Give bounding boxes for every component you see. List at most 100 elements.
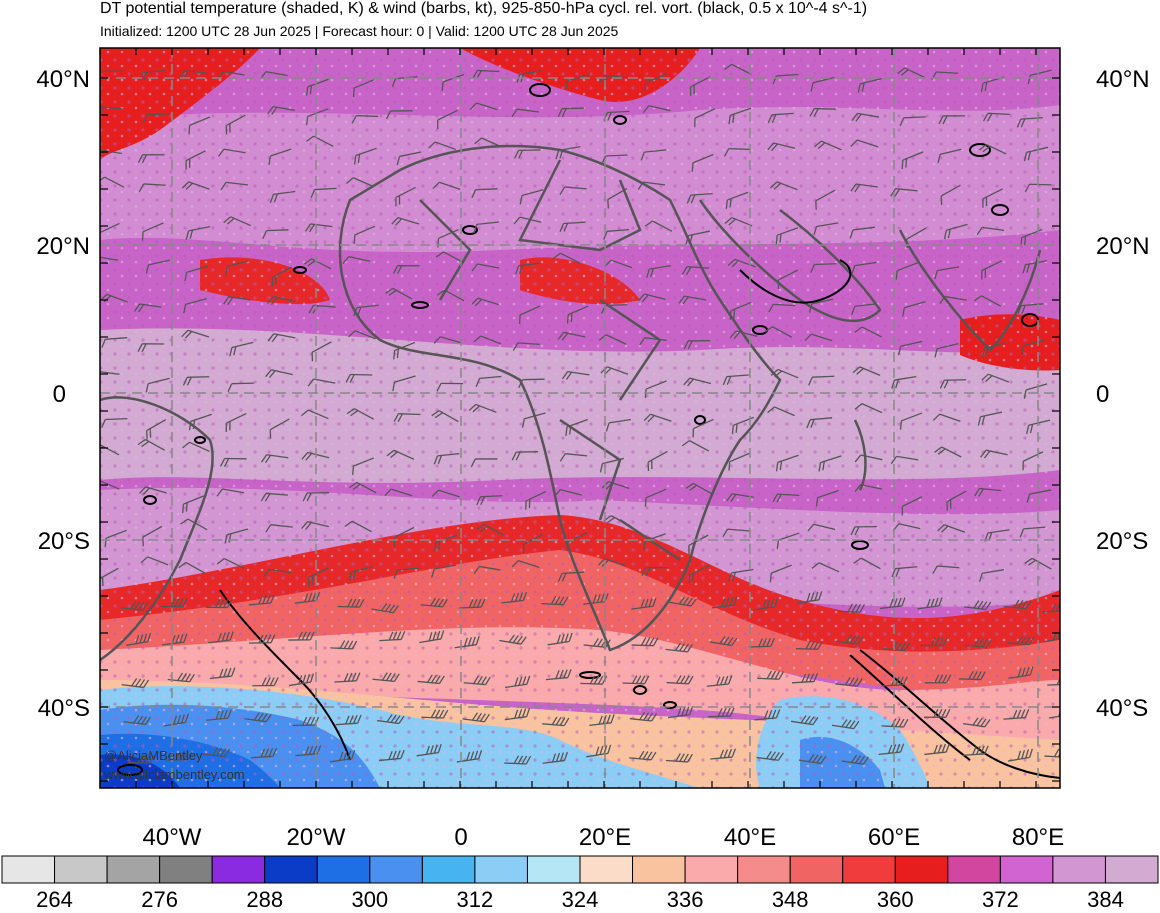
- wind-barb: [519, 305, 541, 324]
- wind-barb: [371, 603, 400, 614]
- wind-barb: [807, 523, 836, 532]
- wind-barb: [976, 226, 1005, 236]
- wind-barb: [811, 562, 840, 573]
- wind-barb: [301, 451, 330, 461]
- wind-barb: [181, 329, 210, 339]
- wind-barb: [978, 143, 1007, 155]
- colorbar-swatch: [369, 855, 423, 884]
- wind-barb: [416, 743, 442, 757]
- wind-barb: [775, 454, 799, 472]
- wind-barb: [722, 374, 749, 386]
- wind-barb: [850, 525, 877, 536]
- wind-barb: [973, 295, 1002, 307]
- colorbar-swatch: [894, 855, 949, 884]
- wind-barb: [958, 671, 986, 681]
- colorbar-label: 372: [982, 887, 1019, 912]
- wind-barb: [301, 409, 329, 420]
- wind-barb: [472, 69, 500, 79]
- wind-barb: [559, 221, 586, 232]
- wind-barb: [555, 145, 581, 160]
- wind-barb: [1008, 666, 1034, 679]
- wind-barb: [814, 140, 842, 151]
- colorbar-label: 324: [561, 887, 599, 912]
- wind-barb: [938, 115, 966, 125]
- wind-barb: [393, 526, 415, 547]
- wind-barb: [462, 712, 490, 723]
- wind-barb: [348, 565, 373, 581]
- wind-barb: [475, 375, 502, 387]
- wind-barb: [437, 109, 458, 129]
- wind-barb: [432, 181, 461, 191]
- wind-barb: [599, 457, 624, 473]
- colorbar-swatch: [1104, 855, 1159, 884]
- wind-barb: [352, 457, 375, 476]
- wind-barb: [565, 74, 590, 90]
- wind-barb: [891, 566, 918, 578]
- wind-barb: [850, 183, 878, 193]
- wind-barb: [1004, 599, 1032, 610]
- shaded-field: [100, 48, 1060, 788]
- wind-barb: [512, 342, 540, 351]
- wind-barb: [100, 176, 125, 188]
- wind-barb: [301, 521, 329, 530]
- wind-barb: [1024, 183, 1052, 193]
- wind-barb: [269, 418, 290, 439]
- wind-barb: [137, 343, 165, 353]
- wind-barb: [906, 227, 927, 249]
- lon-label-20w: 20°W: [287, 824, 346, 851]
- wind-barb: [769, 181, 798, 191]
- colorbar-label: 360: [876, 887, 914, 912]
- wind-barb: [263, 568, 292, 577]
- wind-barb: [1007, 748, 1033, 762]
- wind-barb: [417, 674, 445, 685]
- wind-barb: [728, 568, 754, 582]
- wind-barb: [182, 441, 210, 453]
- graticule: [100, 48, 1060, 788]
- wind-barb: [142, 525, 163, 547]
- colorbar-label: 312: [456, 887, 494, 912]
- wind-barb: [642, 105, 671, 114]
- wind-barb: [185, 150, 206, 170]
- colorbar-swatch: [1, 855, 56, 884]
- wind-barb: [964, 638, 992, 648]
- wind-barb: [431, 564, 457, 578]
- colorbar-swatch: [737, 855, 791, 884]
- wind-barb: [1016, 117, 1043, 128]
- wind-barb: [709, 635, 738, 647]
- colorbar-swatch: [842, 855, 896, 884]
- wind-barb: [138, 486, 167, 496]
- wind-barb: [897, 340, 923, 356]
- wind-barb: [351, 114, 379, 124]
- wind-barb: [269, 190, 296, 204]
- wind-barb: [330, 640, 358, 650]
- wind-barb: [267, 296, 295, 305]
- wind-barb: [224, 528, 249, 544]
- wind-barb: [384, 488, 413, 497]
- wind-barb: [637, 181, 666, 190]
- wind-barb: [849, 226, 875, 239]
- colorbar-swatch: [264, 855, 318, 884]
- colorbar-swatch: [316, 855, 371, 884]
- colorbar-swatch: [526, 855, 581, 884]
- wind-barb: [249, 634, 276, 644]
- lon-label-80e: 80°E: [1012, 824, 1064, 851]
- wind-barb: [420, 597, 448, 608]
- wind-barb: [646, 264, 672, 278]
- wind-barb: [378, 749, 405, 762]
- wind-barb: [295, 745, 322, 757]
- wind-barb: [851, 261, 877, 275]
- wind-barb: [476, 495, 503, 506]
- wind-barb: [694, 108, 716, 128]
- wind-barb: [685, 482, 713, 495]
- wind-barb: [473, 565, 502, 575]
- wind-barb: [294, 591, 321, 604]
- wind-barb: [473, 221, 499, 233]
- wind-barb: [598, 74, 627, 84]
- wind-barb: [454, 636, 480, 649]
- wind-barb: [437, 228, 459, 248]
- wind-barb: [688, 564, 710, 584]
- wind-barb: [329, 750, 356, 763]
- wind-barb: [946, 490, 967, 511]
- wind-barb: [629, 711, 658, 722]
- wind-barb: [725, 191, 749, 209]
